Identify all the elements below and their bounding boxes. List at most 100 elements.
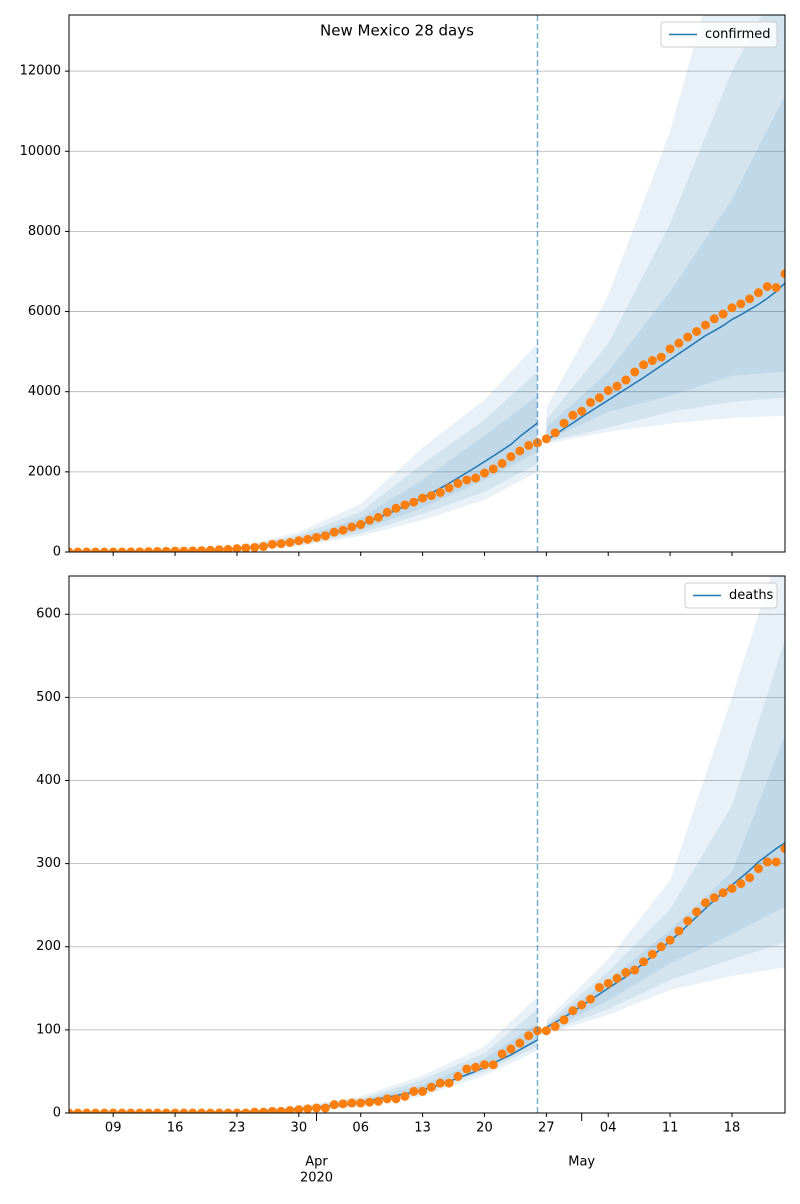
observed-point [373,512,383,522]
observed-point [258,542,268,552]
observed-point [656,942,666,952]
observed-point [559,418,569,428]
observed-point [373,1096,383,1106]
observed-point [709,893,719,903]
y-tick-label: 100 [36,1022,61,1037]
observed-point [594,393,604,403]
observed-point [214,1108,224,1113]
observed-point [258,1107,268,1113]
observed-point [188,1108,198,1113]
observed-point [603,978,613,988]
legend-box [684,582,778,609]
observed-point [356,1098,366,1108]
observed-point [471,1062,481,1072]
y-tick-label: 2000 [28,464,61,479]
uncertainty-band [546,15,785,442]
observed-point [541,434,551,444]
observed-point [577,1000,587,1010]
observed-point [762,282,772,292]
x-tick-label: 09 [105,1121,122,1136]
observed-point [170,546,180,552]
observed-point [69,1108,74,1113]
observed-point [108,547,118,552]
legend-label: deaths [729,588,774,603]
observed-point [69,547,74,552]
observed-point [250,1107,260,1113]
observed-point [586,994,596,1004]
observed-point [117,1108,127,1113]
observed-point [144,547,154,552]
x-tick-label: 04 [600,1121,617,1136]
observed-point [780,844,785,854]
observed-point [365,515,375,525]
observed-point [382,507,392,517]
observed-point [365,1097,375,1107]
observed-point [647,356,657,366]
observed-point [409,497,419,507]
observed-point [541,1026,551,1036]
observed-point [223,544,233,552]
observed-point [550,1022,560,1032]
observed-point [276,1106,286,1113]
y-tick-label: 0 [53,545,61,560]
y-tick-label: 300 [36,856,61,871]
observed-point [267,1106,277,1113]
observed-point [214,545,224,552]
observed-point [656,352,666,362]
observed-point [241,543,251,552]
observed-point [692,326,702,336]
observed-point [400,1091,410,1101]
uncertainty-band [69,1009,538,1113]
observed-point [294,536,304,546]
observed-point [727,303,737,313]
observed-point [117,547,127,552]
observed-point [73,1108,83,1113]
observed-point [382,1094,392,1104]
observed-point [347,1098,357,1108]
observed-point [82,547,92,552]
y-tick-label: 8000 [28,224,61,239]
observed-point [312,532,322,542]
observed-point [453,1071,463,1081]
uncertainty-band [69,371,538,552]
uncertainty-band [69,395,538,552]
observed-point [205,1108,215,1113]
observed-point [674,926,684,936]
observed-point [241,1108,251,1113]
observed-point [639,360,649,370]
y-tick-label: 600 [36,607,61,622]
observed-point [524,440,534,450]
observed-point [612,381,622,391]
observed-point [205,545,215,552]
observed-point [338,1099,348,1109]
plot-area [69,576,785,1113]
observed-point [780,269,785,279]
observed-point [559,1015,569,1025]
observed-point [621,968,631,978]
observed-point [329,1100,339,1110]
plot-area [69,15,785,552]
x-year-label: 2020 [300,1171,333,1186]
x-tick-label: 16 [167,1121,184,1136]
observed-point [577,406,587,416]
observed-point [594,982,604,992]
x-tick-label: 11 [662,1121,679,1136]
observed-point [674,338,684,348]
observed-point [630,965,640,975]
observed-point [82,1108,92,1113]
y-tick-label: 0 [53,1106,61,1121]
observed-point [232,1108,242,1113]
observed-point [320,1103,330,1113]
x-month-label: May [568,1155,595,1170]
observed-point [762,857,772,867]
y-tick-label: 400 [36,773,61,788]
observed-point [462,1064,472,1074]
observed-point [426,1082,436,1092]
observed-point [683,916,693,926]
uncertainty-band [546,639,785,1033]
observed-point [161,1108,171,1113]
uncertainty-band [546,15,785,444]
legend-label: confirmed [705,27,771,42]
y-tick-label: 200 [36,939,61,954]
